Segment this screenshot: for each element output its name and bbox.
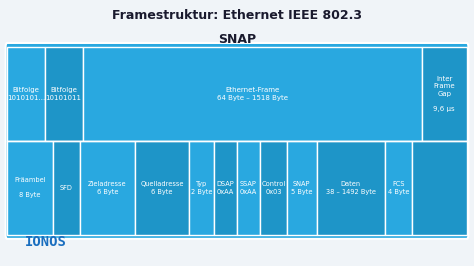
Text: SNAP
5 Byte: SNAP 5 Byte: [291, 181, 312, 195]
Text: Typ
2 Byte: Typ 2 Byte: [191, 181, 212, 195]
FancyBboxPatch shape: [189, 141, 214, 235]
Text: Control
0x03: Control 0x03: [261, 181, 285, 195]
FancyBboxPatch shape: [287, 141, 317, 235]
Text: Ethernet-Frame
64 Byte – 1518 Byte: Ethernet-Frame 64 Byte – 1518 Byte: [217, 87, 288, 101]
FancyBboxPatch shape: [7, 141, 53, 235]
FancyBboxPatch shape: [82, 47, 421, 141]
FancyBboxPatch shape: [53, 141, 80, 235]
Text: Framestruktur: Ethernet IEEE 802.3: Framestruktur: Ethernet IEEE 802.3: [112, 9, 362, 22]
Text: Bitfolge
1010101...: Bitfolge 1010101...: [7, 87, 45, 101]
Text: Zieladresse
6 Byte: Zieladresse 6 Byte: [88, 181, 127, 195]
Text: IONOS: IONOS: [25, 235, 67, 249]
FancyBboxPatch shape: [385, 141, 412, 235]
FancyBboxPatch shape: [412, 141, 467, 235]
FancyBboxPatch shape: [421, 47, 467, 141]
Text: Quelladresse
6 Byte: Quelladresse 6 Byte: [140, 181, 183, 195]
Text: FCS
4 Byte: FCS 4 Byte: [388, 181, 410, 195]
Text: Inter
Frame
Gap

9,6 μs: Inter Frame Gap 9,6 μs: [433, 76, 455, 112]
FancyBboxPatch shape: [80, 141, 135, 235]
Text: Bitfolge
10101011: Bitfolge 10101011: [46, 87, 82, 101]
FancyBboxPatch shape: [135, 141, 189, 235]
FancyBboxPatch shape: [7, 47, 45, 141]
Text: DSAP
0xAA: DSAP 0xAA: [217, 181, 235, 195]
FancyBboxPatch shape: [6, 43, 468, 239]
Text: SSAP
0xAA: SSAP 0xAA: [240, 181, 257, 195]
FancyBboxPatch shape: [45, 47, 82, 141]
FancyBboxPatch shape: [237, 141, 260, 235]
FancyBboxPatch shape: [317, 141, 385, 235]
Text: SFD: SFD: [60, 185, 73, 191]
FancyBboxPatch shape: [214, 141, 237, 235]
Text: Präambel

8 Byte: Präambel 8 Byte: [14, 177, 46, 198]
FancyBboxPatch shape: [260, 141, 287, 235]
Text: SNAP: SNAP: [218, 33, 256, 46]
Text: Daten
38 – 1492 Byte: Daten 38 – 1492 Byte: [326, 181, 376, 195]
